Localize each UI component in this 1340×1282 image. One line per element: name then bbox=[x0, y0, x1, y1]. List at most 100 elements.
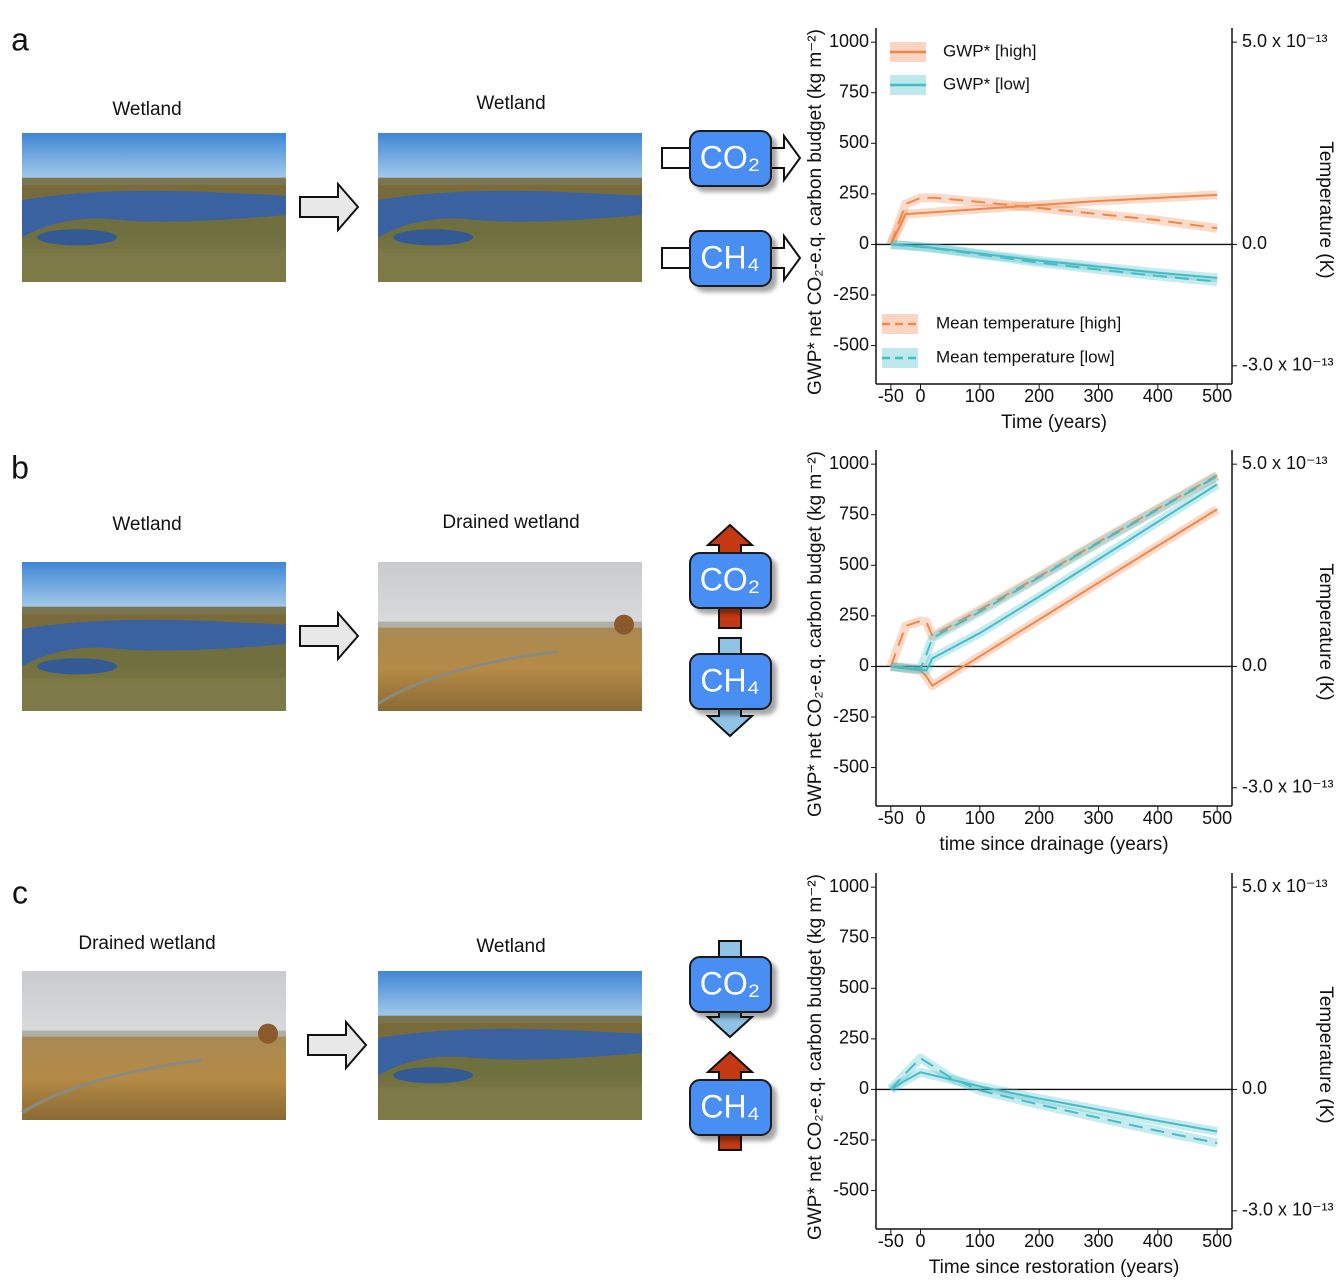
flux-arrow-in bbox=[661, 247, 693, 269]
series-line bbox=[890, 243, 1218, 279]
photo bbox=[377, 562, 642, 711]
y2-tick-label: 0.0 bbox=[1242, 1078, 1267, 1098]
x-tick-label: 100 bbox=[965, 1231, 995, 1251]
y2-axis-title: Temperature (K) bbox=[1315, 141, 1336, 278]
y-tick-label: 750 bbox=[839, 503, 869, 523]
y-tick-label: 1000 bbox=[829, 876, 869, 896]
legend-label: GWP* [high] bbox=[943, 41, 1037, 60]
legend-label: GWP* [low] bbox=[943, 74, 1030, 93]
y2-axis-title: Temperature (K) bbox=[1315, 563, 1336, 700]
photo-pool bbox=[393, 229, 473, 246]
photo-foreground bbox=[378, 249, 642, 282]
panel-letter: a bbox=[11, 21, 29, 57]
x-tick-label: 0 bbox=[915, 808, 925, 828]
transition-arrow bbox=[299, 181, 360, 233]
y2-tick-label: 0.0 bbox=[1242, 655, 1267, 675]
photo-water bbox=[22, 619, 304, 667]
flux-label: CO₂ bbox=[700, 139, 760, 175]
flux-arrow-out bbox=[768, 232, 802, 284]
photo-foreground bbox=[22, 249, 286, 282]
x-tick-label: 400 bbox=[1143, 386, 1173, 406]
image-label: Drained wetland bbox=[78, 933, 215, 954]
image-label: Drained wetland bbox=[442, 512, 579, 533]
flux-label: CH₄ bbox=[700, 662, 759, 698]
x-axis-title: time since drainage (years) bbox=[939, 834, 1168, 855]
y2-tick-label: 5.0 x 10⁻¹³ bbox=[1242, 31, 1328, 51]
series-line bbox=[889, 193, 1218, 245]
photo-shrub bbox=[614, 614, 634, 635]
flux-label: CO₂ bbox=[700, 965, 760, 1001]
image-label: Wetland bbox=[112, 99, 181, 120]
photo-sky bbox=[22, 133, 286, 181]
photo-pool bbox=[393, 1067, 473, 1084]
x-axis-title: Time (years) bbox=[1001, 412, 1107, 433]
series-line bbox=[890, 1071, 1218, 1133]
photo bbox=[22, 133, 304, 282]
photo bbox=[378, 971, 660, 1120]
photo-water bbox=[22, 190, 304, 238]
image-label: Wetland bbox=[476, 93, 545, 114]
y-tick-label: 750 bbox=[839, 926, 869, 946]
panel-letter: c bbox=[12, 874, 28, 910]
y-tick-label: 500 bbox=[839, 977, 869, 997]
photo-horizon bbox=[22, 606, 286, 615]
photo-horizon bbox=[378, 177, 642, 186]
photo-pool bbox=[37, 229, 117, 246]
image-label: Wetland bbox=[112, 514, 181, 535]
y-tick-label: 1000 bbox=[829, 453, 869, 473]
series-line bbox=[890, 483, 1218, 672]
flux-label: CH₄ bbox=[700, 1088, 759, 1124]
series-line bbox=[890, 475, 1218, 670]
x-tick-label: 500 bbox=[1202, 386, 1232, 406]
series-band bbox=[890, 480, 1220, 675]
y2-tick-label: -3.0 x 10⁻¹³ bbox=[1242, 1200, 1334, 1220]
photo-horizon bbox=[378, 621, 642, 628]
flux-arrow-in bbox=[661, 147, 693, 169]
photo bbox=[378, 133, 660, 282]
photo-pool bbox=[37, 658, 117, 675]
y-tick-label: 750 bbox=[839, 81, 869, 101]
y-tick-label: 1000 bbox=[829, 31, 869, 51]
y-tick-label: 500 bbox=[839, 132, 869, 152]
photo-ground bbox=[22, 1036, 286, 1120]
photo-shrub bbox=[258, 1023, 278, 1044]
series-line bbox=[890, 243, 1218, 283]
x-tick-label: 100 bbox=[965, 386, 995, 406]
photo-horizon bbox=[22, 177, 286, 186]
y-axis-title: GWP* net CO₂-e.q. carbon budget (kg m⁻²) bbox=[805, 874, 826, 1240]
flux-box bbox=[689, 653, 772, 710]
x-tick-label: 200 bbox=[1024, 386, 1054, 406]
photo-sky bbox=[22, 971, 286, 1034]
photo-foreground bbox=[378, 1087, 642, 1120]
x-tick-label: -50 bbox=[878, 808, 904, 828]
photo bbox=[22, 562, 304, 711]
photo-water bbox=[378, 190, 660, 238]
flux-label: CO₂ bbox=[700, 561, 760, 597]
x-tick-label: -50 bbox=[878, 1231, 904, 1251]
photo-sky bbox=[378, 971, 642, 1019]
photo-ground bbox=[378, 627, 642, 711]
y-tick-label: 250 bbox=[839, 605, 869, 625]
y-axis-title: GWP* net CO₂-e.q. carbon budget (kg m⁻²) bbox=[805, 29, 826, 395]
y-tick-label: 500 bbox=[839, 554, 869, 574]
flux-box bbox=[689, 130, 772, 187]
panel-letter: b bbox=[11, 449, 29, 485]
y-tick-label: -250 bbox=[833, 706, 869, 726]
series-line bbox=[890, 1057, 1218, 1145]
x-tick-label: 300 bbox=[1083, 1231, 1113, 1251]
flux-box bbox=[689, 1079, 772, 1136]
x-tick-label: 500 bbox=[1202, 1231, 1232, 1251]
x-tick-label: 400 bbox=[1143, 808, 1173, 828]
y-tick-label: -500 bbox=[833, 334, 869, 354]
photo-foreground bbox=[22, 678, 286, 711]
series-line bbox=[889, 474, 1218, 667]
y2-tick-label: -3.0 x 10⁻¹³ bbox=[1242, 777, 1334, 797]
flux-arrow-out bbox=[768, 132, 802, 184]
y-tick-label: 0 bbox=[859, 233, 869, 253]
transition-arrow bbox=[307, 1019, 368, 1071]
legend-label: Mean temperature [high] bbox=[936, 313, 1121, 332]
x-tick-label: 300 bbox=[1083, 808, 1113, 828]
photo-sky bbox=[22, 562, 286, 610]
